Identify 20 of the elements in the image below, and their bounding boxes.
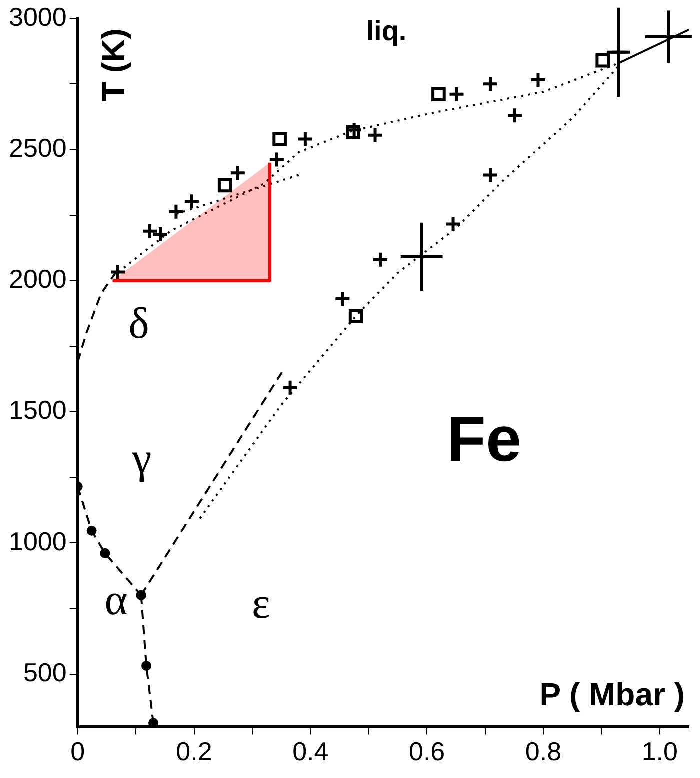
x-tick-label: 0.4 bbox=[292, 736, 329, 767]
y-tick-label: 1000 bbox=[8, 526, 67, 556]
x-tick-label: 0.6 bbox=[408, 736, 446, 767]
y-tick-label: 500 bbox=[23, 658, 67, 688]
x-tick-label: 1.0 bbox=[642, 736, 678, 767]
y-tick-label: 1500 bbox=[8, 395, 67, 426]
y-tick-label: 3000 bbox=[8, 2, 67, 32]
x-axis-title: P ( Mbar ) bbox=[540, 676, 685, 713]
x-tick-label: 0.8 bbox=[525, 736, 562, 767]
y-tick-label: 2500 bbox=[8, 132, 67, 163]
y-axis-title: T (K) bbox=[96, 28, 132, 102]
x-tick-label: 0 bbox=[70, 736, 86, 767]
annotation: γ bbox=[131, 434, 152, 483]
annotation: Fe bbox=[446, 403, 522, 476]
annotation: liq. bbox=[366, 15, 407, 46]
annotation: ε bbox=[252, 578, 270, 628]
x-tick-label: 0.2 bbox=[176, 736, 212, 767]
y-tick-label: 2000 bbox=[8, 264, 67, 294]
annotation: α bbox=[104, 575, 128, 624]
annotation: δ bbox=[128, 299, 150, 348]
